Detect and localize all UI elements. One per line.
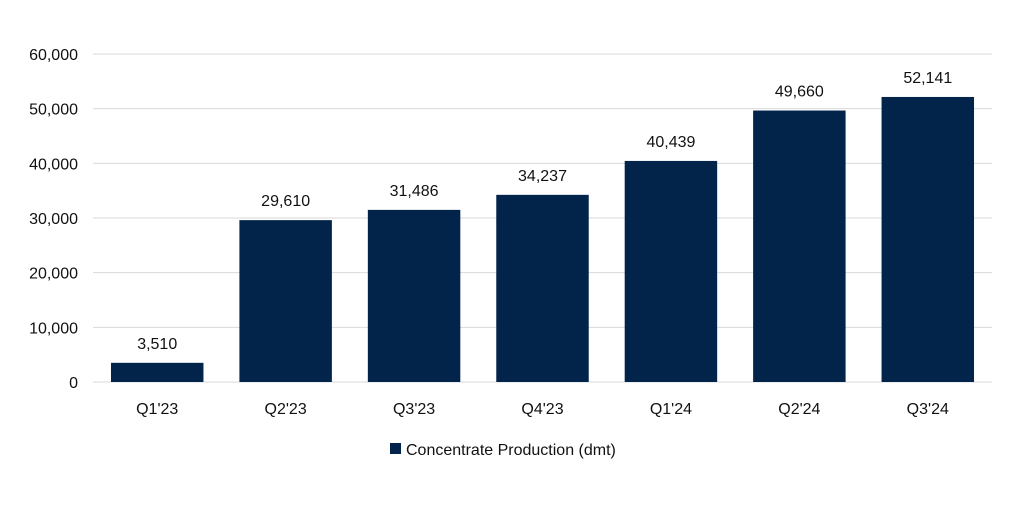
data-label: 29,610	[261, 193, 310, 210]
x-tick-label: Q3'23	[393, 401, 435, 418]
y-tick-label: 0	[69, 375, 78, 392]
data-label: 49,660	[775, 84, 824, 101]
bar-Q3'24	[881, 96, 975, 383]
y-tick-label: 60,000	[29, 47, 78, 64]
bar-Q4'23	[496, 194, 589, 382]
y-tick-label: 40,000	[29, 156, 78, 173]
data-label: 3,510	[137, 336, 177, 353]
y-axis-tick-labels: 0 10,000 20,000 30,000 40,000 50,000 60,000	[29, 47, 78, 392]
bar-Q1'23	[110, 362, 204, 382]
bar-Q1'24	[624, 160, 718, 382]
data-labels: 3,510 29,610 31,486 34,237 40,439 49,660 52,14…	[137, 70, 952, 353]
x-tick-label: Q2'23	[265, 401, 307, 418]
data-label: 52,141	[903, 70, 952, 87]
x-axis-tick-labels: Q1'23 Q2'23 Q3'23 Q4'23 Q1'24 Q2'24 Q3'24	[136, 401, 949, 418]
y-tick-label: 30,000	[29, 211, 78, 228]
legend: Concentrate Production (dmt)	[390, 442, 616, 459]
x-tick-label: Q4'23	[521, 401, 563, 418]
data-label: 31,486	[390, 183, 439, 200]
y-tick-label: 20,000	[29, 266, 78, 283]
legend-label: Concentrate Production (dmt)	[406, 442, 616, 459]
x-tick-label: Q1'23	[136, 401, 178, 418]
bars	[110, 96, 975, 383]
x-tick-label: Q2'24	[778, 401, 820, 418]
y-tick-label: 50,000	[29, 102, 78, 119]
x-tick-label: Q1'24	[650, 401, 692, 418]
data-label: 34,237	[518, 168, 567, 185]
bar-Q3'23	[367, 209, 461, 382]
bar-Q2'24	[753, 110, 846, 382]
bar-Q2'23	[239, 220, 332, 382]
data-label: 40,439	[646, 134, 695, 151]
legend-swatch	[390, 443, 401, 454]
y-tick-label: 10,000	[29, 320, 78, 337]
x-tick-label: Q3'24	[907, 401, 949, 418]
